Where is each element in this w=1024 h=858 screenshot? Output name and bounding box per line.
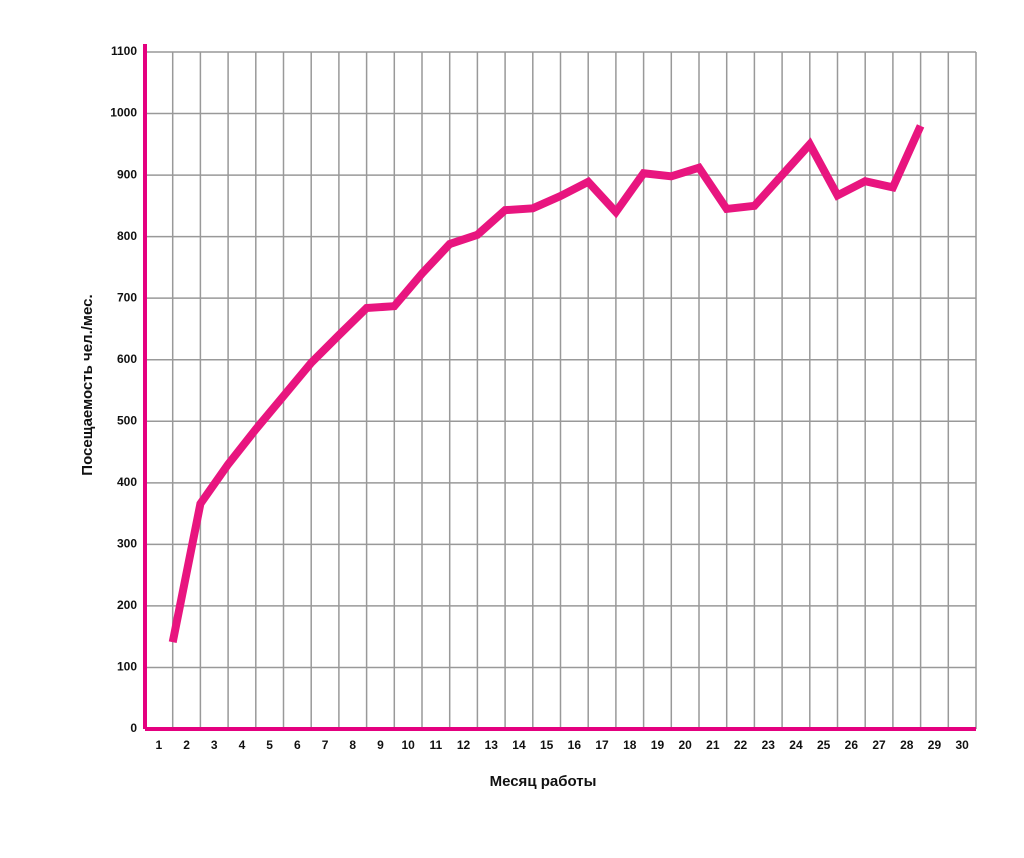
y-axis-title: Посещаемость чел./мес. [79,294,96,475]
x-tick-label: 5 [266,738,273,752]
x-tick-label: 19 [651,738,665,752]
data-line [168,124,925,644]
y-tick-label: 600 [117,352,137,366]
y-tick-label: 300 [117,537,137,551]
y-tick-label: 0 [130,721,137,735]
y-tick-label: 100 [117,660,137,674]
y-tick-label: 200 [117,598,137,612]
x-tick-label: 12 [457,738,471,752]
y-tick-label: 500 [117,413,137,427]
x-tick-label: 14 [512,738,526,752]
y-tick-label: 700 [117,290,137,304]
y-tick-label: 400 [117,475,137,489]
x-tick-label: 16 [568,738,582,752]
x-tick-label: 17 [595,738,609,752]
y-tick-label: 1000 [110,106,137,120]
x-tick-label: 1 [156,738,163,752]
x-tick-label: 25 [817,738,831,752]
x-tick-label: 20 [678,738,692,752]
x-axis-title: Месяц работы [490,773,597,790]
x-tick-label: 15 [540,738,554,752]
x-tick-label: 6 [294,738,301,752]
x-tick-label: 10 [401,738,415,752]
x-tick-label: 9 [377,738,384,752]
x-tick-label: 7 [322,738,329,752]
y-tick-label: 1100 [111,44,137,58]
y-tick-label: 900 [117,167,137,181]
x-tick-label: 22 [734,738,748,752]
x-tick-label: 3 [211,738,218,752]
x-tick-label: 18 [623,738,637,752]
x-tick-label: 8 [349,738,356,752]
x-tick-label: 26 [845,738,859,752]
x-tick-label: 13 [485,738,499,752]
x-tick-label: 2 [183,738,190,752]
x-tick-label: 28 [900,738,914,752]
x-tick-label: 27 [872,738,886,752]
x-tick-label: 11 [430,738,443,752]
x-tick-label: 23 [762,738,776,752]
y-tick-label: 800 [117,229,137,243]
x-tick-label: 29 [928,738,942,752]
x-tick-label: 4 [239,738,246,752]
x-tick-label: 24 [789,738,803,752]
x-tick-label: 21 [706,738,720,752]
x-tick-label: 30 [955,738,969,752]
